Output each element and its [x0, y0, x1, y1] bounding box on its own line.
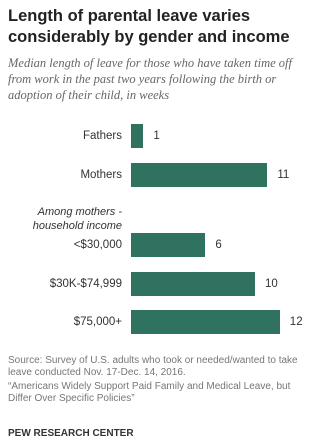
group-label: Among mothers - household income: [32, 206, 122, 232]
bar: [131, 310, 280, 334]
category-label: $30K-$74,999: [49, 278, 122, 290]
chart-subtitle: Median length of leave for those who hav…: [8, 56, 292, 102]
bar: [131, 163, 268, 187]
source-note: Source: Survey of U.S. adults who took o…: [8, 355, 298, 378]
category-label: <$30,000: [73, 239, 122, 251]
chart: Length of parental leave varies consider…: [8, 7, 303, 439]
value-label: 1: [153, 130, 160, 142]
category-label: $75,000+: [73, 316, 122, 328]
value-label: 12: [289, 316, 303, 328]
value-label: 11: [277, 169, 290, 181]
bar: [131, 272, 255, 296]
chart-title: Length of parental leave varies consider…: [8, 7, 290, 46]
report-note: “Americans Widely Support Paid Family an…: [8, 381, 291, 404]
category-label: Fathers: [83, 130, 122, 142]
footer: PEW RESEARCH CENTER: [8, 428, 134, 439]
bar: [131, 124, 144, 148]
category-label: Mothers: [80, 169, 122, 181]
value-label: 6: [215, 239, 222, 251]
bar: [131, 233, 206, 257]
value-label: 10: [265, 278, 278, 290]
